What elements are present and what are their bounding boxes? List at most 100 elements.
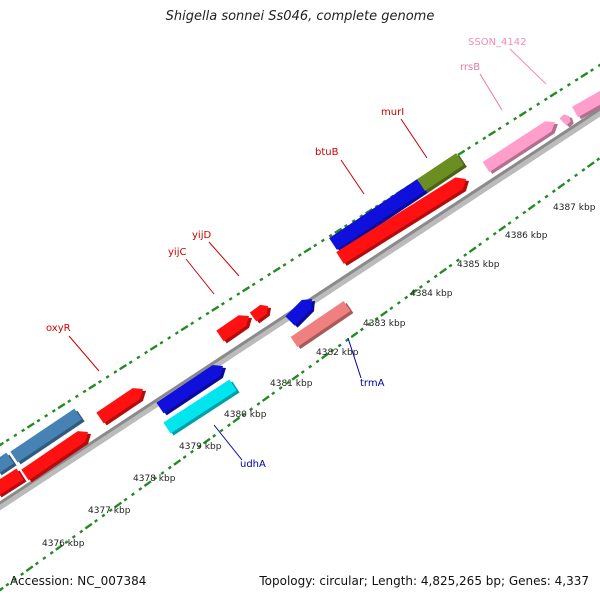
outer-ruler-mark (580, 71, 589, 79)
outer-ruler-mark (574, 77, 579, 82)
gene-cds-red (216, 315, 249, 342)
inner-ruler-mark (320, 352, 329, 360)
outer-ruler-mark (313, 243, 318, 248)
inner-ruler-mark (468, 246, 477, 254)
inner-ruler-mark (42, 556, 47, 561)
gene-label-yijd: yijD (192, 230, 211, 241)
gene-label-yijc: yijC (168, 247, 186, 258)
tick-label: 4387 kbp (553, 203, 596, 213)
tick-label: 4376 kbp (42, 539, 85, 549)
inner-ruler-mark (409, 288, 418, 296)
gene-cds-red (21, 431, 89, 481)
inner-ruler-mark (374, 316, 379, 321)
outer-ruler-mark (488, 130, 497, 137)
inner-ruler-mark (20, 572, 25, 576)
outer-ruler-mark (328, 233, 333, 238)
gene-label-leader (340, 159, 365, 195)
inner-ruler-mark (241, 412, 246, 417)
outer-ruler-mark (518, 110, 527, 118)
inner-ruler-mark (350, 331, 359, 339)
inner-ruler-mark (522, 210, 527, 215)
outer-ruler-mark (513, 116, 518, 121)
outer-ruler-mark (144, 350, 149, 355)
inner-ruler-mark (190, 449, 195, 454)
gene-rrna-pink (482, 121, 555, 173)
gene-label-rrsb: rrsB (460, 62, 480, 73)
inner-ruler-mark (330, 348, 335, 353)
outer-ruler-mark (197, 316, 202, 321)
outer-ruler-mark (228, 297, 233, 301)
outer-ruler-mark (159, 340, 164, 345)
outer-ruler-mark (474, 141, 479, 145)
outer-ruler-mark (205, 311, 210, 316)
inner-ruler-mark (94, 518, 99, 523)
outer-ruler-mark (44, 413, 49, 418)
tick-label: 4382 kbp (316, 348, 359, 358)
outer-ruler-mark (543, 97, 548, 102)
gene-label-sson-4142: SSON_4142 (468, 37, 527, 48)
inner-ruler-mark (167, 465, 172, 470)
outer-ruler-mark (466, 146, 471, 150)
outer-ruler-mark (497, 126, 502, 131)
inner-ruler-mark (173, 459, 182, 466)
outer-ruler-mark (505, 121, 510, 126)
outer-ruler-mark (113, 370, 118, 374)
tick-label: 4379 kbp (179, 442, 222, 452)
inner-ruler-mark (143, 480, 152, 487)
tick-label: 4377 kbp (88, 506, 131, 516)
inner-ruler-mark (114, 501, 123, 509)
inner-ruler-mark (485, 237, 490, 241)
outer-ruler-mark (105, 374, 110, 379)
outer-ruler-mark (118, 363, 128, 371)
gene-label-oxyr: oxyR (46, 323, 71, 334)
gene-cds-red (336, 177, 466, 264)
outer-ruler-mark (21, 428, 26, 433)
inner-ruler-mark (337, 343, 342, 348)
outer-ruler-mark (236, 292, 241, 296)
tick-label: 4378 kbp (133, 474, 176, 484)
inner-ruler-mark (557, 182, 566, 190)
inner-ruler-mark (202, 437, 211, 445)
outer-ruler-mark (36, 418, 41, 423)
outer-ruler-mark (190, 321, 195, 326)
outer-ruler-mark (180, 324, 189, 332)
inner-ruler-mark (551, 189, 556, 194)
outer-ruler-mark (136, 355, 141, 360)
gene-cds-cyan (163, 379, 237, 434)
inner-ruler-mark (232, 416, 241, 424)
inner-ruler-mark (182, 455, 187, 459)
outer-ruler-mark (174, 331, 179, 335)
feature-layer (0, 90, 600, 498)
inner-ruler-mark (448, 263, 453, 268)
outer-ruler-mark (351, 219, 356, 223)
outer-ruler-mark (241, 286, 251, 293)
gene-cds-red (249, 304, 268, 322)
outer-ruler-mark (128, 360, 133, 365)
gene-cds-steel (10, 408, 82, 463)
label-layer: 4376 kbp 4377 kbp 4378 kbp 4379 kbp 4380 kbp… (42, 37, 596, 549)
inner-ruler-mark (566, 178, 571, 183)
outer-ruler-mark (259, 277, 264, 282)
inner-ruler-mark (418, 285, 423, 289)
outer-ruler-mark (549, 91, 558, 98)
tick-label: 4383 kbp (363, 319, 406, 329)
inner-ruler-mark (212, 433, 217, 438)
inner-ruler-mark (226, 423, 231, 428)
inner-ruler-mark (49, 550, 54, 555)
inner-ruler-mark (300, 370, 305, 374)
inner-ruler-mark (34, 561, 39, 566)
gene-label-leader (185, 258, 215, 295)
outer-ruler-mark (251, 282, 256, 287)
inner-ruler-mark (544, 194, 549, 199)
inner-ruler-mark (433, 274, 438, 279)
inner-ruler-mark (249, 407, 254, 412)
inner-ruler-mark (256, 401, 261, 406)
inner-ruler-mark (586, 161, 595, 168)
inner-ruler-mark (478, 242, 483, 247)
outer-ruler-mark (51, 409, 56, 413)
gene-cds-salmon (290, 301, 351, 347)
inner-ruler-mark (507, 221, 512, 226)
outer-ruler-mark (559, 87, 564, 92)
outer-ruler-mark (320, 238, 325, 243)
